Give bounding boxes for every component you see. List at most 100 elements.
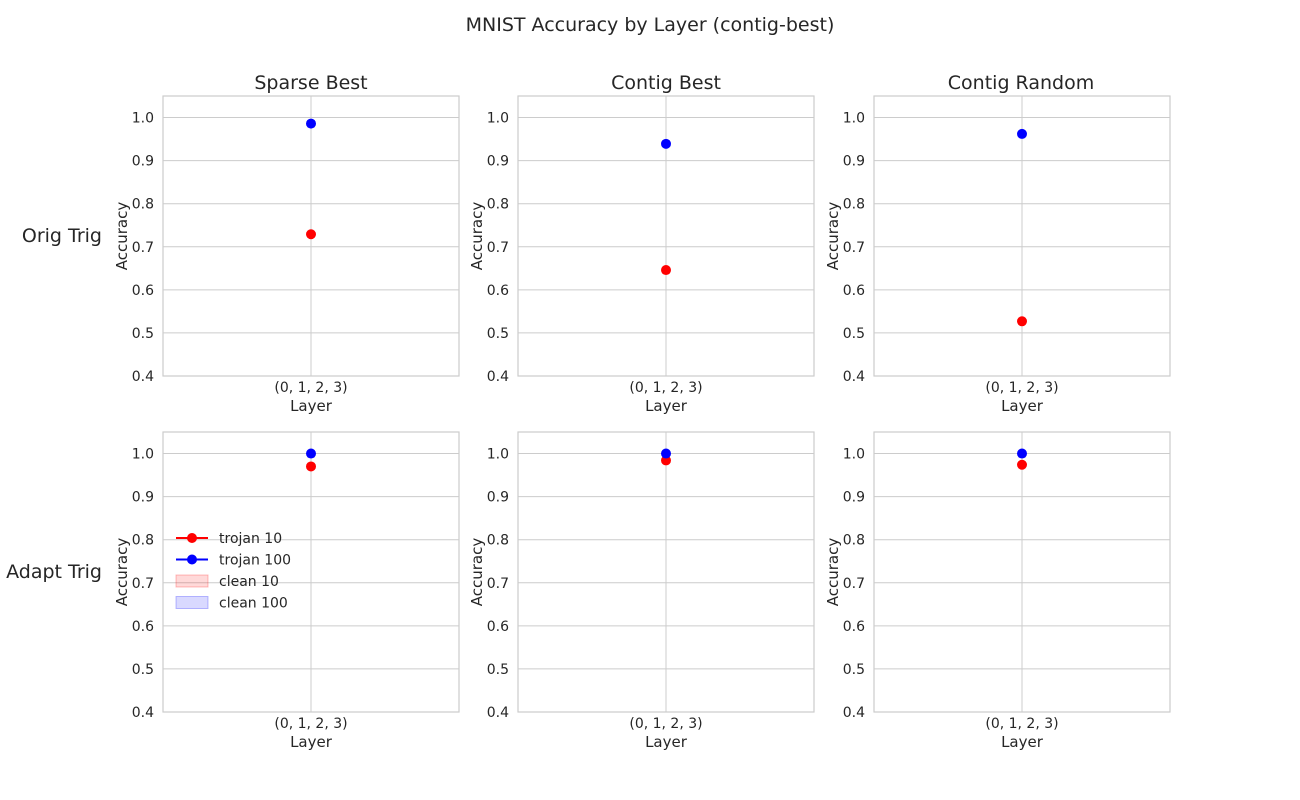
y-tick-label: 0.5 (843, 662, 865, 678)
y-tick-label: 0.6 (487, 283, 509, 299)
y-tick-label: 0.5 (132, 326, 154, 342)
y-tick-label: 0.9 (843, 490, 865, 506)
data-point-trojan-100 (1017, 448, 1027, 459)
legend-marker-swatch (187, 533, 197, 543)
y-tick-label: 0.6 (132, 619, 154, 635)
y-tick-label: 0.7 (487, 576, 509, 592)
y-tick-label: 0.4 (843, 369, 865, 385)
y-tick-label: 0.8 (132, 197, 154, 213)
data-point-trojan-100 (306, 118, 316, 129)
plot-frame (873, 431, 1171, 713)
column-title-sparse-best: Sparse Best (254, 72, 367, 94)
y-tick-label: 1.0 (132, 111, 154, 127)
y-tick-label: 0.7 (487, 240, 509, 256)
legend-band-swatch (175, 596, 209, 609)
data-point-trojan-10 (306, 229, 316, 240)
y-tick-label: 0.5 (132, 662, 154, 678)
plot-frame (162, 431, 460, 713)
y-tick-label: 1.0 (843, 111, 865, 127)
y-tick-label: 0.9 (487, 154, 509, 170)
legend-band-swatch (175, 574, 209, 588)
y-tick-label: 0.9 (843, 154, 865, 170)
data-point-trojan-10 (1017, 316, 1027, 327)
legend-label: clean 100 (219, 596, 288, 612)
x-tick-label: (0, 1, 2, 3) (985, 380, 1058, 396)
y-tick-label: 0.9 (487, 490, 509, 506)
column-title-contig-random: Contig Random (948, 72, 1094, 94)
y-tick-label: 0.8 (843, 533, 865, 549)
y-axis-label: Accuracy (468, 538, 486, 607)
plot-frame (162, 95, 460, 377)
data-point-trojan-100 (1017, 128, 1027, 139)
y-tick-label: 0.4 (487, 369, 509, 385)
y-tick-label: 0.5 (487, 662, 509, 678)
y-tick-label: 0.9 (132, 490, 154, 506)
subplot-adapt-trig-contig-random: 0.4 0.5 0.6 0.7 0.8 0.9 1.0 (0, 1, 2, 3)Layer Ac… (824, 431, 1171, 751)
legend-label: clean 10 (219, 574, 279, 590)
plot-frame (517, 95, 815, 377)
y-tick-label: 0.8 (487, 197, 509, 213)
x-tick-label: (0, 1, 2, 3) (629, 380, 702, 396)
legend-item-trojan-10: trojan 10 (176, 531, 282, 547)
subplot-orig-trig-sparse-best: 0.4 0.5 0.6 0.7 0.8 0.9 1.0 (0, 1, 2, 3)Layer Ac… (113, 95, 460, 415)
y-axis-label: Accuracy (824, 202, 842, 271)
data-point-trojan-100 (661, 138, 671, 149)
y-tick-label: 1.0 (132, 447, 154, 463)
x-axis-label: Layer (645, 733, 688, 751)
subplot-grid: 0.40.50.60.70.80.91.0(0, 1, 2, 3)LayerAc… (113, 95, 1171, 751)
y-tick-label: 0.7 (132, 240, 154, 256)
data-point-trojan-100 (306, 448, 316, 459)
y-tick-label: 0.5 (843, 326, 865, 342)
y-axis-label: Accuracy (824, 538, 842, 607)
y-tick-label: 1.0 (487, 111, 509, 127)
data-point-trojan-10 (661, 455, 671, 466)
x-tick-label: (0, 1, 2, 3) (274, 380, 347, 396)
subplot-orig-trig-contig-best: 0.4 0.5 0.6 0.7 0.8 0.9 1.0 (0, 1, 2, 3)Layer Ac… (468, 95, 815, 415)
y-tick-label: 1.0 (487, 447, 509, 463)
legend-item-clean-10: clean 10 (175, 574, 279, 590)
y-tick-label: 0.7 (132, 576, 154, 592)
x-axis-label: Layer (290, 733, 333, 751)
column-title-contig-best: Contig Best (611, 72, 721, 94)
data-point-trojan-10 (1017, 459, 1027, 470)
plot-frame (873, 95, 1171, 377)
y-tick-label: 0.7 (843, 240, 865, 256)
y-axis-label: Accuracy (113, 538, 131, 607)
x-axis-label: Layer (290, 397, 333, 415)
legend-label: trojan 10 (219, 531, 282, 547)
plot-frame (517, 431, 815, 713)
x-tick-label: (0, 1, 2, 3) (274, 716, 347, 732)
data-point-trojan-10 (306, 461, 316, 472)
y-tick-label: 0.4 (843, 705, 865, 721)
y-tick-label: 0.6 (487, 619, 509, 635)
y-tick-label: 1.0 (843, 447, 865, 463)
y-tick-label: 0.7 (843, 576, 865, 592)
x-axis-label: Layer (645, 397, 688, 415)
subplot-adapt-trig-sparse-best: 0.4 0.5 0.6 0.7 0.8 0.9 1.0 (0, 1, 2, 3)Layer Ac… (113, 431, 460, 751)
y-tick-label: 0.6 (132, 283, 154, 299)
y-tick-label: 0.4 (132, 369, 154, 385)
y-tick-label: 0.4 (132, 705, 154, 721)
y-axis-label: Accuracy (468, 202, 486, 271)
x-axis-label: Layer (1001, 733, 1044, 751)
y-tick-label: 0.4 (487, 705, 509, 721)
y-tick-label: 0.8 (487, 533, 509, 549)
subplot-adapt-trig-contig-best: 0.4 0.5 0.6 0.7 0.8 0.9 1.0 (0, 1, 2, 3)Layer Ac… (468, 431, 815, 751)
legend-item-clean-100: clean 100 (175, 596, 288, 612)
y-axis-label: Accuracy (113, 202, 131, 271)
legend-item-trojan-100: trojan 100 (176, 553, 291, 569)
y-tick-label: 0.6 (843, 283, 865, 299)
legend-marker-swatch (187, 554, 197, 565)
x-tick-label: (0, 1, 2, 3) (985, 716, 1058, 732)
y-tick-label: 0.9 (132, 154, 154, 170)
x-tick-label: (0, 1, 2, 3) (629, 716, 702, 732)
legend: trojan 10 trojan 100 clean 10 clean 100 (175, 531, 291, 612)
figure-title: MNIST Accuracy by Layer (contig-best) (466, 14, 835, 36)
y-tick-label: 0.5 (487, 326, 509, 342)
y-tick-label: 0.8 (843, 197, 865, 213)
data-point-trojan-10 (661, 265, 671, 276)
data-point-trojan-100 (661, 448, 671, 459)
row-label-adapt-trig: Adapt Trig (6, 561, 102, 583)
y-tick-label: 0.8 (132, 533, 154, 549)
